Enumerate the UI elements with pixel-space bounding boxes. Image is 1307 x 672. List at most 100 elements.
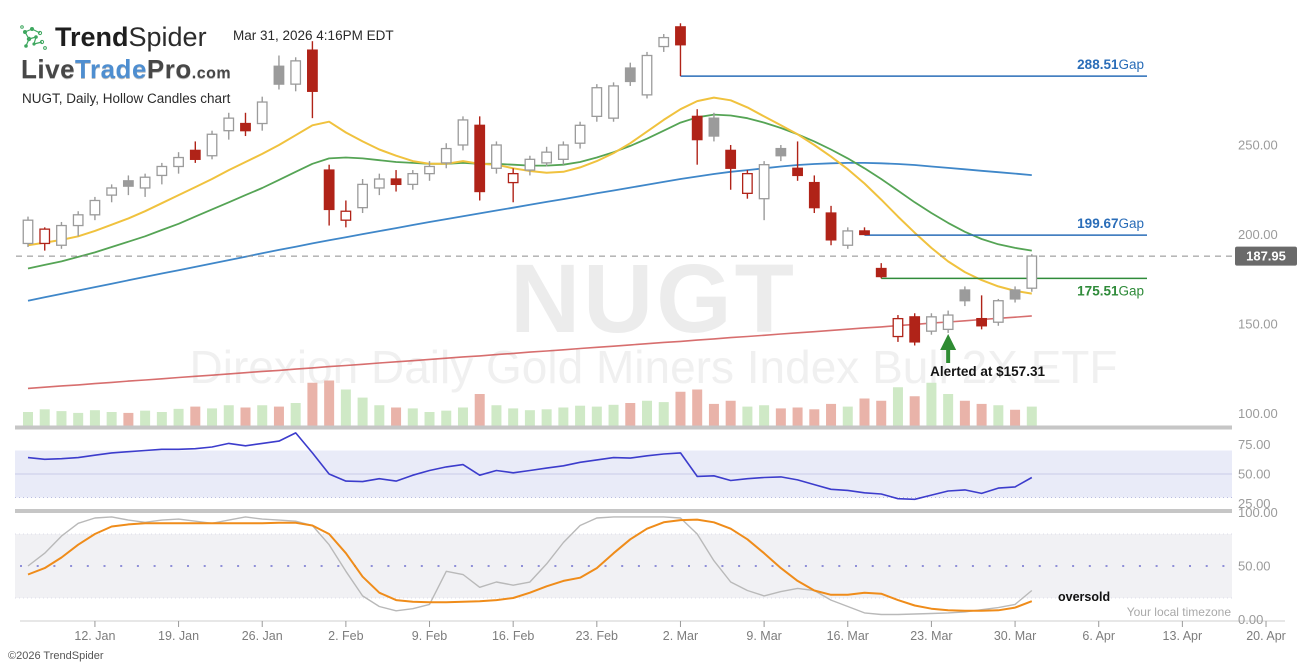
volume-bar[interactable] bbox=[759, 405, 770, 426]
candle-body[interactable] bbox=[189, 149, 201, 160]
volume-bar[interactable] bbox=[374, 405, 385, 426]
alert-arrow-icon[interactable] bbox=[940, 334, 957, 350]
candle-body[interactable] bbox=[708, 117, 720, 137]
volume-bar[interactable] bbox=[307, 382, 318, 426]
candle-body[interactable] bbox=[825, 212, 837, 241]
candle-body[interactable] bbox=[173, 156, 184, 168]
candle-body[interactable] bbox=[273, 65, 285, 85]
candle-body[interactable] bbox=[976, 317, 988, 327]
candle-body[interactable] bbox=[909, 316, 921, 343]
volume-bar[interactable] bbox=[575, 405, 586, 426]
candle-body[interactable] bbox=[507, 172, 519, 184]
candle-body[interactable] bbox=[725, 149, 737, 169]
volume-bar[interactable] bbox=[173, 408, 184, 426]
volume-bar[interactable] bbox=[1026, 406, 1037, 426]
volume-bar[interactable] bbox=[106, 412, 117, 426]
volume-bar[interactable] bbox=[324, 380, 335, 426]
volume-bar[interactable] bbox=[993, 405, 1004, 426]
candle-body[interactable] bbox=[892, 317, 904, 338]
volume-bar[interactable] bbox=[725, 400, 736, 426]
volume-bar[interactable] bbox=[190, 406, 201, 426]
candle-body[interactable] bbox=[1009, 289, 1021, 300]
candle-body[interactable] bbox=[457, 119, 469, 146]
volume-bar[interactable] bbox=[541, 409, 552, 426]
candle-body[interactable] bbox=[524, 158, 536, 171]
volume-bar[interactable] bbox=[89, 410, 100, 426]
volume-bar[interactable] bbox=[240, 407, 251, 426]
candle-body[interactable] bbox=[875, 267, 887, 278]
volume-bar[interactable] bbox=[340, 389, 351, 426]
candle-body[interactable] bbox=[223, 117, 235, 132]
candle-body[interactable] bbox=[373, 178, 385, 189]
volume-bar[interactable] bbox=[207, 408, 218, 426]
volume-bar[interactable] bbox=[625, 403, 636, 426]
candle-body[interactable] bbox=[340, 210, 352, 221]
candle-body[interactable] bbox=[22, 219, 34, 245]
volume-bar[interactable] bbox=[859, 398, 870, 426]
candle-body[interactable] bbox=[424, 165, 435, 175]
candle-body[interactable] bbox=[240, 122, 251, 132]
volume-bar[interactable] bbox=[926, 382, 937, 426]
volume-bar[interactable] bbox=[23, 412, 33, 426]
candle-body[interactable] bbox=[290, 60, 302, 85]
candle-body[interactable] bbox=[808, 181, 820, 209]
volume-bar[interactable] bbox=[826, 403, 837, 426]
candle-body[interactable] bbox=[106, 187, 118, 196]
candle-body[interactable] bbox=[992, 300, 1004, 323]
volume-bar[interactable] bbox=[892, 387, 903, 426]
volume-bar[interactable] bbox=[658, 402, 669, 426]
volume-bar[interactable] bbox=[1010, 409, 1021, 426]
volume-bar[interactable] bbox=[407, 408, 418, 426]
volume-bar[interactable] bbox=[909, 396, 920, 426]
volume-bar[interactable] bbox=[943, 394, 954, 426]
volume-bar[interactable] bbox=[290, 403, 301, 426]
candle-body[interactable] bbox=[56, 224, 67, 246]
candle-body[interactable] bbox=[156, 165, 168, 177]
candle-body[interactable] bbox=[608, 85, 619, 119]
volume-bar[interactable] bbox=[742, 406, 753, 426]
volume-bar[interactable] bbox=[424, 412, 435, 426]
volume-bar[interactable] bbox=[273, 406, 284, 426]
volume-bar[interactable] bbox=[491, 405, 502, 426]
volume-bar[interactable] bbox=[524, 410, 535, 426]
candle-body[interactable] bbox=[139, 176, 151, 189]
volume-bar[interactable] bbox=[508, 408, 519, 426]
candle-body[interactable] bbox=[942, 314, 954, 331]
volume-bar[interactable] bbox=[608, 404, 619, 426]
volume-bar[interactable] bbox=[959, 400, 970, 426]
volume-bar[interactable] bbox=[708, 403, 719, 426]
candle-body[interactable] bbox=[440, 147, 452, 164]
candle-body[interactable] bbox=[72, 214, 84, 227]
candle-body[interactable] bbox=[574, 124, 586, 144]
volume-bar[interactable] bbox=[692, 389, 703, 426]
volume-bar[interactable] bbox=[842, 406, 853, 426]
candle-body[interactable] bbox=[591, 87, 603, 118]
volume-bar[interactable] bbox=[73, 412, 84, 426]
volume-bar[interactable] bbox=[223, 405, 234, 426]
candle-body[interactable] bbox=[842, 230, 854, 246]
candle-body[interactable] bbox=[491, 144, 502, 169]
candle-body[interactable] bbox=[474, 124, 486, 193]
volume-bar[interactable] bbox=[140, 410, 151, 426]
volume-bar[interactable] bbox=[123, 412, 134, 426]
candle-body[interactable] bbox=[641, 54, 653, 96]
volume-bar[interactable] bbox=[976, 403, 987, 426]
candle-body[interactable] bbox=[859, 230, 870, 236]
candle-body[interactable] bbox=[357, 183, 369, 209]
volume-bar[interactable] bbox=[391, 407, 402, 426]
candle-body[interactable] bbox=[758, 164, 770, 200]
candle-body[interactable] bbox=[390, 178, 402, 186]
candle-body[interactable] bbox=[407, 172, 419, 186]
candle-body[interactable] bbox=[775, 147, 787, 157]
candle-body[interactable] bbox=[741, 172, 753, 194]
volume-bar[interactable] bbox=[357, 397, 368, 426]
candle-body[interactable] bbox=[1026, 255, 1038, 289]
volume-bar[interactable] bbox=[675, 391, 686, 426]
candle-body[interactable] bbox=[541, 151, 553, 164]
candle-body[interactable] bbox=[557, 144, 569, 160]
candle-body[interactable] bbox=[658, 36, 670, 48]
candle-body[interactable] bbox=[323, 169, 335, 211]
volume-bar[interactable] bbox=[792, 407, 803, 426]
candle-body[interactable] bbox=[307, 49, 318, 92]
